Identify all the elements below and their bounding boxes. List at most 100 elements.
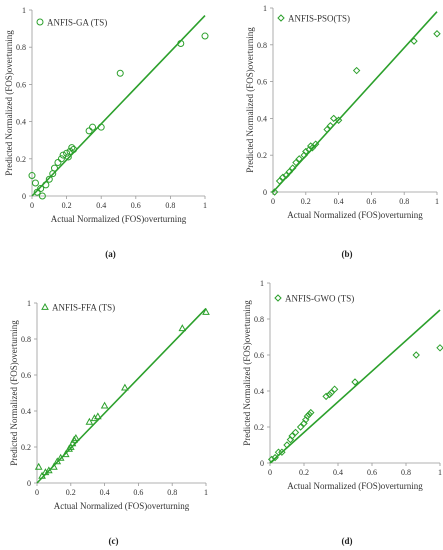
chart-panel-a: 0 0.2 0.4 0.6 0.8 1 0 0.2 0.4 0.6 0.8 1 ANFIS-GA (TS…: [4, 6, 209, 259]
data-point: [100, 401, 109, 409]
fit-line: [269, 309, 441, 464]
data-point: [89, 123, 97, 131]
y-tick-label: 0.6: [16, 80, 26, 89]
data-point: [267, 455, 276, 464]
y-axis-label: Predicted Normalized (FOS)overturning: [9, 320, 19, 466]
data-point: [28, 172, 36, 180]
data-point: [61, 450, 70, 458]
y-tick-label: 0.8: [16, 43, 26, 52]
data-point: [296, 423, 305, 431]
y-tick-label: 0.2: [254, 423, 264, 432]
fit-line: [36, 307, 207, 484]
legend-label: ANFIS-GWO (TS): [285, 294, 354, 304]
data-point: [70, 146, 78, 153]
y-tick-label: 0.6: [257, 78, 267, 87]
data-point: [325, 390, 334, 399]
data-point: [72, 433, 80, 441]
x-axis-label: Actual Normalized (FOS)overturning: [287, 481, 423, 491]
legend-marker: [41, 302, 49, 310]
x-axis-label: Actual Normalized (FOS)overturning: [54, 501, 190, 511]
data-point: [42, 181, 50, 189]
x-tick-label: 0.4: [100, 488, 110, 497]
x-tick-label: 0.2: [62, 201, 72, 210]
data-point: [326, 122, 335, 130]
data-point: [121, 383, 129, 391]
data-point: [97, 123, 105, 131]
x-tick-label: 0.6: [131, 201, 141, 210]
data-point: [66, 147, 74, 155]
data-point: [282, 171, 290, 180]
x-tick-label: 0.6: [133, 488, 143, 497]
data-point: [56, 453, 65, 461]
data-point: [50, 462, 58, 470]
data-point: [270, 188, 279, 196]
data-point: [275, 177, 284, 185]
x-tick-label: 0: [268, 468, 272, 477]
data-point: [308, 144, 317, 152]
data-point: [68, 144, 76, 152]
data-point: [334, 116, 343, 124]
panel-caption: (b): [342, 249, 353, 259]
chart-panel-c: 0 0.2 0.4 0.6 0.8 1 0 0.2 0.4 0.6 0.8 1 ANFIS-FFA (T…: [9, 299, 210, 546]
y-axis-label: Predicted Normalized (FOS)overturning: [242, 300, 252, 446]
data-point: [436, 344, 443, 352]
legend-marker: [277, 14, 285, 22]
x-tick-label: 1: [438, 468, 442, 477]
y-tick-label: 0: [22, 192, 26, 201]
data-point: [412, 351, 420, 359]
y-tick-label: 0.8: [21, 335, 31, 344]
y-tick-label: 1: [260, 279, 264, 288]
x-axis-label: Actual Normalized (FOS)overturning: [287, 210, 423, 220]
data-point: [90, 414, 99, 422]
y-tick-label: 1: [263, 4, 267, 13]
x-axis-label: Actual Normalized (FOS)overturning: [51, 214, 187, 224]
x-tick-label: 0.2: [66, 488, 76, 497]
x-tick-label: 0: [30, 201, 34, 210]
data-point: [352, 66, 361, 75]
x-tick-label: 0.4: [334, 197, 344, 206]
data-point: [302, 147, 310, 156]
data-point: [70, 435, 79, 443]
x-tick-label: 0: [35, 488, 39, 497]
y-axis-label: Predicted Normalized (FOS)overturning: [245, 27, 255, 173]
data-point: [38, 471, 46, 479]
data-point: [178, 324, 187, 332]
data-point: [37, 185, 45, 193]
x-tick-label: 0.8: [165, 201, 175, 210]
chart-panel-b: 0 0.2 0.4 0.6 0.8 1 0 0.2 0.4 0.6 0.8 1 ANFIS-PSO(TS…: [245, 4, 441, 259]
y-tick-label: 0.2: [21, 443, 31, 452]
x-tick-label: 0.2: [299, 468, 309, 477]
data-point: [66, 442, 75, 450]
data-point: [68, 439, 77, 447]
legend-marker: [36, 18, 44, 26]
x-tick-label: 0.8: [167, 488, 177, 497]
data-point: [45, 175, 53, 183]
legend-marker: [274, 294, 282, 302]
data-point: [303, 412, 312, 420]
data-point: [44, 466, 53, 474]
data-point: [38, 192, 46, 200]
panel-caption: (c): [109, 536, 119, 546]
data-point: [307, 408, 315, 417]
data-point: [329, 114, 338, 123]
chart-panel-d: 0 0.2 0.4 0.6 0.8 1 0 0.2 0.4 0.6 0.8 1 ANFIS-GWO (T…: [242, 279, 443, 546]
x-tick-label: 0.6: [366, 197, 376, 206]
data-point: [327, 389, 335, 397]
data-point: [291, 428, 300, 437]
data-point: [57, 155, 65, 163]
y-tick-label: 0.2: [257, 151, 267, 160]
data-point: [50, 164, 58, 172]
legend-label: ANFIS-GA (TS): [47, 18, 107, 28]
data-point: [54, 159, 62, 167]
data-point: [85, 417, 94, 425]
data-point: [410, 37, 418, 45]
x-tick-label: 0.4: [96, 201, 106, 210]
data-point: [271, 453, 279, 462]
y-tick-label: 0.6: [254, 351, 264, 360]
y-tick-label: 0.2: [16, 155, 26, 164]
data-point: [285, 168, 294, 176]
x-tick-label: 1: [204, 488, 208, 497]
y-tick-label: 0.4: [16, 118, 26, 127]
data-point: [278, 448, 286, 456]
